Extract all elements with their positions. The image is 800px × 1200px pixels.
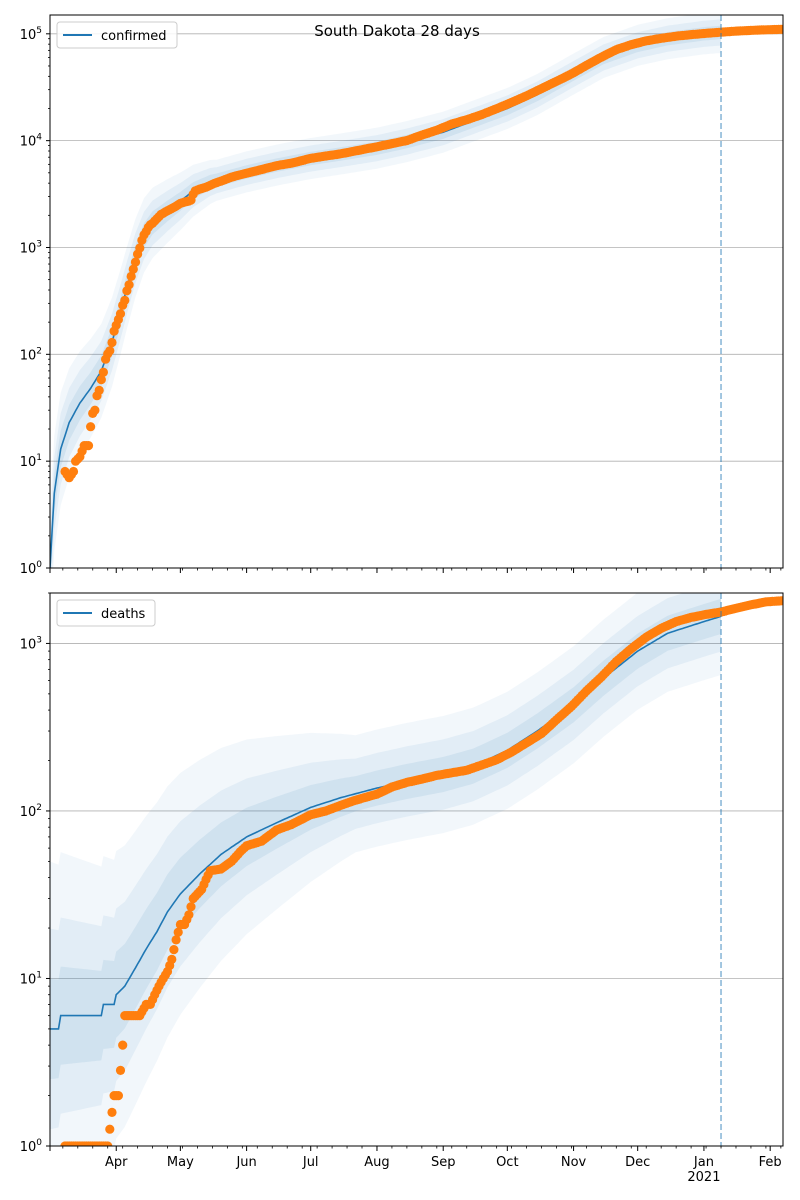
data-point: [103, 1141, 113, 1146]
y-tick-label: 101: [20, 453, 42, 470]
legend-label: confirmed: [101, 29, 167, 44]
y-tick-label: 102: [20, 803, 42, 820]
uncertainty-band-1: [50, 593, 721, 1146]
y-tick-label: 101: [20, 970, 42, 987]
data-point: [98, 367, 108, 377]
data-point: [68, 466, 79, 477]
data-point: [130, 257, 141, 267]
x-tick-label: Jun: [235, 1155, 256, 1170]
data-point: [778, 24, 783, 34]
data-point: [135, 243, 145, 253]
data-point: [128, 264, 138, 274]
x-tick-label: May: [167, 1155, 194, 1170]
y-tick-label: 100: [20, 560, 43, 577]
data-point: [171, 935, 181, 945]
x-tick-label: Aug: [364, 1155, 389, 1170]
legend-label: deaths: [101, 607, 146, 622]
x-tick-label: Jul: [302, 1155, 319, 1170]
data-point: [96, 375, 106, 385]
data-point: [186, 902, 196, 912]
data-point: [105, 1124, 115, 1134]
data-point: [90, 405, 100, 415]
y-tick-label: 102: [20, 346, 42, 363]
axes-frame: [49, 592, 784, 1147]
data-point: [113, 1091, 123, 1101]
data-point: [778, 596, 783, 606]
data-point: [107, 337, 117, 348]
data-point: [105, 346, 115, 356]
data-point: [184, 910, 194, 920]
data-point: [126, 271, 136, 281]
x-tick-label: Dec: [625, 1155, 650, 1170]
data-point: [118, 1040, 128, 1050]
data-point: [83, 441, 94, 451]
data-point: [167, 954, 177, 965]
data-point: [169, 945, 179, 955]
x-tick-label: Jan: [693, 1155, 714, 1170]
axes-frame: [49, 14, 784, 569]
legend-box: [56, 21, 178, 49]
x-year-label: 2021: [687, 1170, 720, 1185]
legend: deaths: [56, 599, 156, 627]
data-point: [86, 422, 96, 432]
y-tick-label: 100: [20, 1138, 43, 1155]
data-point: [124, 280, 134, 290]
data-point: [120, 295, 130, 305]
figure-title: South Dakota 28 days: [314, 22, 480, 40]
x-tick-label: Sep: [431, 1155, 456, 1170]
y-tick-label: 104: [20, 133, 43, 150]
plot-area: [50, 15, 783, 568]
legend: confirmed: [56, 21, 178, 49]
data-point: [115, 309, 126, 319]
y-tick-label: 105: [20, 26, 42, 43]
data-point: [115, 1065, 126, 1075]
x-tick-label: Oct: [496, 1155, 518, 1170]
x-tick-label: Feb: [759, 1155, 782, 1170]
plot-area: [50, 593, 783, 1146]
data-point: [173, 927, 183, 937]
data-point: [94, 385, 104, 395]
legend-box: [56, 599, 156, 627]
y-tick-label: 103: [20, 635, 42, 652]
y-tick-label: 103: [20, 239, 42, 256]
x-tick-label: Nov: [561, 1155, 587, 1170]
x-tick-label: Apr: [105, 1155, 128, 1170]
data-point: [107, 1107, 117, 1117]
deaths-panel: 100 101 102 103 Apr May Jun Jul Aug Sep Oct Nov Dec J…: [20, 592, 784, 1185]
confirmed-panel: 100 101 102 103 104 105 confirmed: [20, 14, 784, 577]
